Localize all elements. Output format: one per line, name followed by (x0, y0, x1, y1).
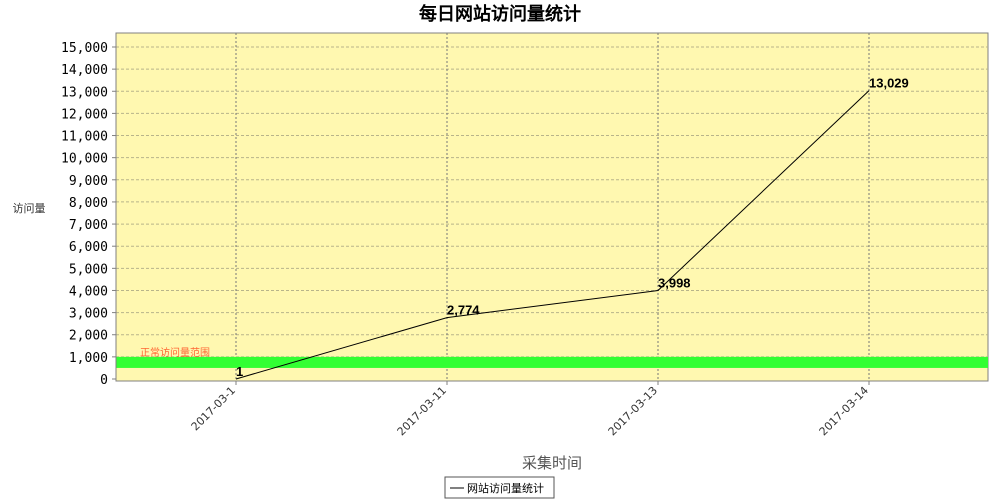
x-tick-label: 2017-03-1 (189, 384, 238, 433)
y-tick-label: 13,000 (61, 85, 108, 100)
data-label: 2,774 (447, 303, 480, 318)
x-axis: 2017-03-1 2017-03-11 2017-03-13 2017-03-14 (116, 380, 988, 438)
x-tick-label: 2017-03-14 (817, 384, 871, 438)
y-tick-label: 5,000 (69, 262, 108, 277)
y-tick-label: 0 (100, 373, 108, 388)
y-tick-label: 6,000 (69, 240, 108, 255)
series-line (235, 90, 870, 380)
data-label: 1 (236, 364, 243, 379)
y-tick-label: 3,000 (69, 307, 108, 322)
data-label: 3,998 (658, 276, 691, 291)
data-label: 13,029 (869, 76, 909, 91)
y-tick-label: 1,000 (69, 351, 108, 366)
x-tick-label: 2017-03-11 (395, 384, 449, 438)
y-tick-label: 10,000 (61, 152, 108, 167)
y-tick-label: 12,000 (61, 107, 108, 122)
grid (116, 33, 988, 381)
legend-item-label: 网站访问量统计 (467, 481, 544, 495)
y-axis: 0 1,000 2,000 3,000 4,000 5,000 6,000 7,000 8,00… (61, 33, 117, 388)
y-tick-label: 2,000 (69, 329, 108, 344)
normal-range-band-label: 正常访问量范围 (140, 346, 210, 359)
x-axis-label: 采集时间 (522, 454, 582, 472)
y-tick-label: 9,000 (69, 174, 108, 189)
y-axis-label: 访问量 (13, 202, 46, 215)
normal-range-band-group: 正常访问量范围 (116, 346, 988, 368)
y-tick-label: 14,000 (61, 63, 108, 78)
series-layer: 1 2,774 3,998 13,029 (235, 76, 909, 380)
y-tick-label: 8,000 (69, 196, 108, 211)
y-tick-label: 15,000 (61, 41, 108, 56)
legend-box (444, 476, 555, 499)
legend: 网站访问量统计 (444, 476, 555, 499)
y-tick-label: 7,000 (69, 218, 108, 233)
y-tick-label: 4,000 (69, 284, 108, 299)
normal-range-band (116, 356, 988, 368)
chart-title: 每日网站访问量统计 (419, 3, 581, 25)
plot-area (115, 32, 989, 382)
x-tick-label: 2017-03-13 (606, 384, 660, 438)
y-tick-label: 11,000 (61, 130, 108, 145)
